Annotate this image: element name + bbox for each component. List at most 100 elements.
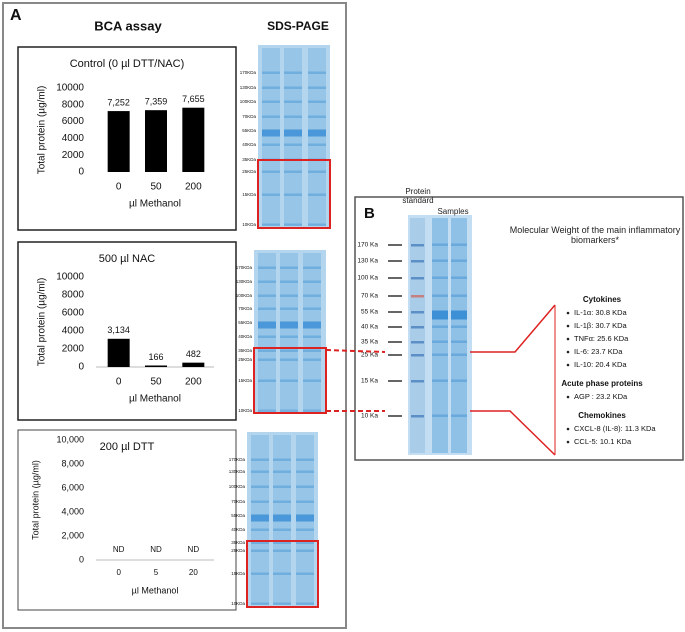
gel-band (251, 470, 269, 473)
gel-band (303, 358, 321, 361)
gel-band (258, 335, 276, 338)
biomarker: AGP : 23.2 KDa (574, 392, 628, 401)
ladder-title: Protein standard (402, 187, 434, 205)
y-tick-label: 10000 (56, 83, 84, 94)
gel-band (451, 259, 467, 262)
gel-band (262, 71, 280, 74)
x-axis-label: µl Methanol (129, 394, 181, 405)
gel-band (251, 602, 269, 605)
marker-label: 35KDa (238, 348, 252, 353)
gel-band (258, 266, 276, 269)
ladder-band (411, 341, 424, 344)
ladder-band (411, 415, 424, 418)
gel-band (303, 409, 321, 412)
marker-label: 10KDa (242, 222, 256, 227)
biomarker: CXCL-8 (IL-8): 11.3 KDa (574, 424, 656, 433)
chart-title: 500 µl NAC (99, 253, 156, 265)
gel-band (308, 193, 326, 196)
bar (107, 338, 130, 367)
marker-label: 15KDa (231, 571, 245, 576)
y-tick-label: 8000 (62, 290, 85, 301)
bar (145, 110, 167, 172)
marker-label: 100 Ka (357, 275, 378, 282)
highlight-box (253, 347, 327, 414)
panel-a-frame (2, 2, 347, 629)
bullet (566, 395, 570, 399)
marker-label: 35KDa (231, 540, 245, 545)
gel-band (273, 458, 291, 461)
connector (325, 349, 386, 353)
gel-band (451, 414, 467, 417)
ladder-band (411, 260, 424, 263)
x-tick-label: 0 (116, 182, 122, 193)
y-tick-label: 10000 (56, 272, 84, 283)
gel-band (280, 379, 298, 382)
x-tick-label: 5 (154, 568, 159, 577)
gel-band (303, 335, 321, 338)
gel-band (284, 71, 302, 74)
panel-label: A (10, 7, 22, 24)
x-tick-label: 50 (150, 377, 162, 388)
marker-label: 130KDa (236, 279, 253, 284)
marker-label: 15KDa (238, 378, 252, 383)
gel-band (296, 602, 314, 605)
gel-band (251, 458, 269, 461)
gel-band (262, 100, 280, 103)
y-tick-label: 6000 (62, 308, 85, 319)
group-title: Chemokines (578, 411, 626, 420)
gel-band (296, 458, 314, 461)
marker-label: 10 Ka (361, 413, 378, 420)
gel-band (308, 71, 326, 74)
gel-band (284, 223, 302, 226)
gel-band (273, 470, 291, 473)
biomarker: IL-6: 23.7 KDa (574, 347, 623, 356)
group-title: Cytokines (583, 295, 622, 304)
gel-band (262, 193, 280, 196)
y-tick-label: 2000 (62, 344, 85, 355)
gel-band (432, 276, 448, 279)
heading: SDS-PAGE (267, 19, 329, 33)
x-tick-label: 200 (185, 377, 202, 388)
gel-band (273, 514, 291, 522)
y-tick-label: 4000 (62, 326, 85, 337)
gel-lane (303, 253, 321, 410)
marker-label: 40 Ka (361, 324, 378, 331)
value-label: 7,359 (145, 97, 168, 107)
gel-band (432, 310, 448, 320)
marker-label: 170KDa (229, 457, 246, 462)
gel-band (308, 100, 326, 103)
marker-label: 15 Ka (361, 378, 378, 385)
bullet (566, 324, 570, 328)
chart-title: 200 µl DTT (100, 441, 155, 453)
marker-label: 25KDa (242, 169, 256, 174)
gel-band (303, 294, 321, 297)
value-label: ND (113, 545, 125, 554)
marker-label: 130KDa (229, 469, 246, 474)
marker-label: 55KDa (242, 128, 256, 133)
heading: BCA assay (94, 18, 162, 33)
gel-band (280, 266, 298, 269)
marker-label: 170KDa (236, 265, 253, 270)
gel-band (251, 485, 269, 488)
gel-band (280, 358, 298, 361)
marker-label: 25KDa (231, 548, 245, 553)
marker-label: 15KDa (242, 192, 256, 197)
ladder-band (411, 326, 424, 329)
marker-label: 40KDa (231, 527, 245, 532)
gel-band (258, 409, 276, 412)
y-tick-label: 0 (78, 167, 84, 178)
biomarker-heading: Molecular Weight of the main inflammator… (509, 225, 681, 245)
gel-band (284, 170, 302, 173)
connector (470, 304, 556, 353)
gel-band (280, 409, 298, 412)
gel-band (451, 243, 467, 246)
gel-band (432, 353, 448, 356)
marker-label: 170 Ka (357, 242, 378, 249)
gel-band (262, 223, 280, 226)
gel-band (432, 379, 448, 382)
y-tick-label: 6000 (62, 116, 85, 127)
marker-label: 130KDa (240, 85, 257, 90)
gel-band (273, 602, 291, 605)
gel-band (280, 335, 298, 338)
